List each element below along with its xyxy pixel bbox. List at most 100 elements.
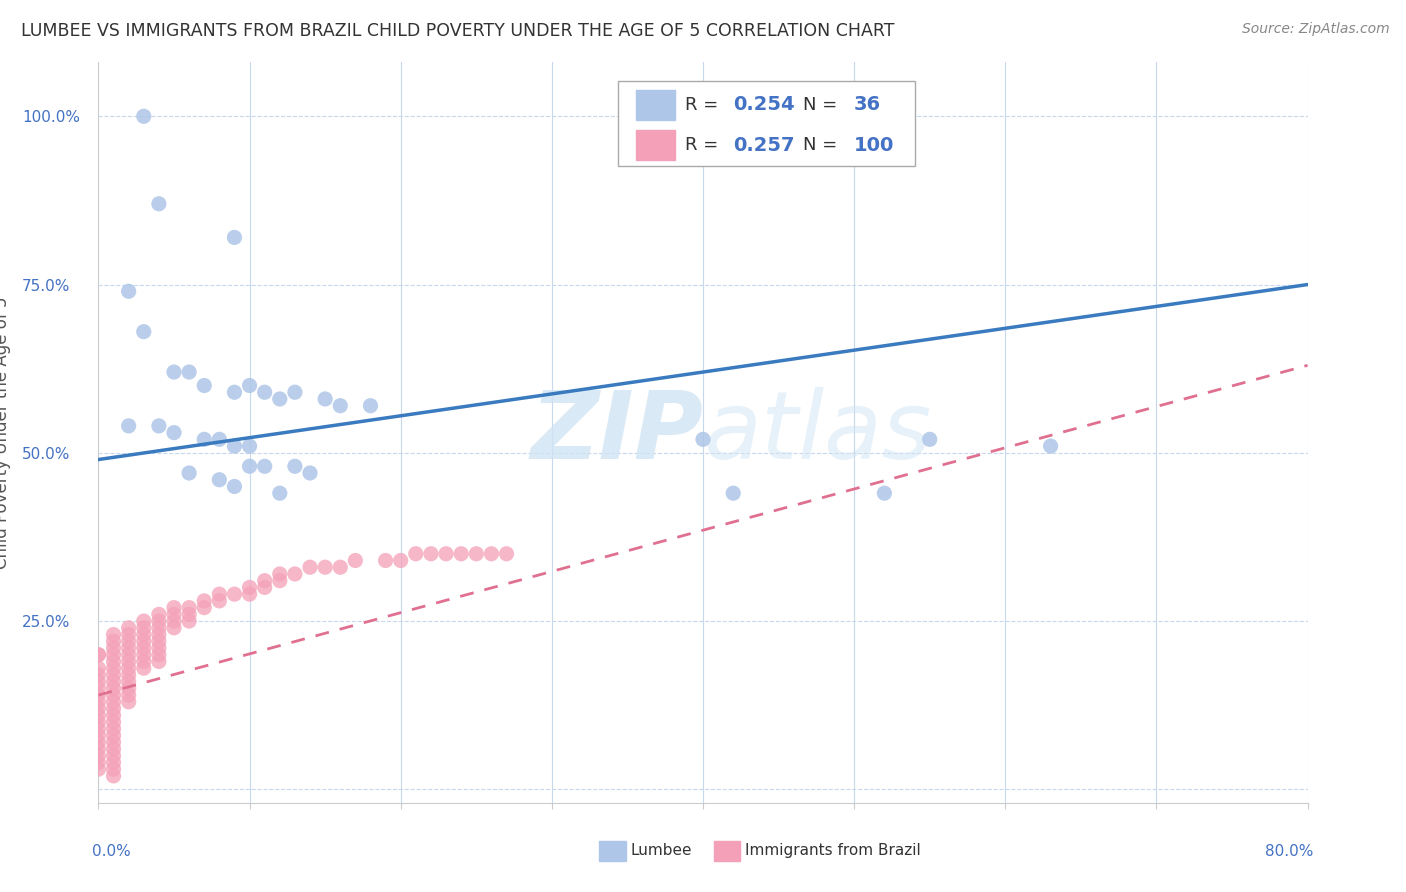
Point [87,762,110,776]
Point [299,466,322,480]
Point [118,634,141,648]
Point [103,688,125,702]
Point [163,600,186,615]
Point [118,627,141,641]
Point [148,648,170,662]
Point [253,581,276,595]
Point [253,459,276,474]
Point [103,756,125,770]
Point [118,695,141,709]
Point [163,614,186,628]
Point [87,648,110,662]
Point [103,634,125,648]
Point [103,655,125,669]
Point [103,627,125,641]
Text: 0.257: 0.257 [734,136,794,155]
Point [208,473,231,487]
Point [224,385,246,400]
Point [420,547,443,561]
Point [239,459,262,474]
Point [87,701,110,715]
Point [179,365,201,379]
FancyBboxPatch shape [637,90,675,120]
Point [132,634,155,648]
Point [193,378,215,392]
Point [148,634,170,648]
Text: ZIP: ZIP [530,386,703,479]
Point [132,648,155,662]
Point [148,614,170,628]
Point [132,627,155,641]
Text: Lumbee: Lumbee [630,844,692,858]
Point [103,701,125,715]
Text: R =: R = [685,95,724,114]
Point [389,553,412,567]
FancyBboxPatch shape [599,840,626,862]
Point [103,742,125,756]
Point [103,729,125,743]
Point [103,674,125,689]
Point [208,587,231,601]
Point [87,695,110,709]
Point [723,486,745,500]
Point [405,547,427,561]
Text: atlas: atlas [703,387,931,478]
Point [118,621,141,635]
Point [87,742,110,756]
Point [87,722,110,736]
Point [132,640,155,655]
Point [179,614,201,628]
Point [918,433,941,447]
Point [692,433,714,447]
Point [148,655,170,669]
Point [179,600,201,615]
Point [87,661,110,675]
Point [193,594,215,608]
Point [224,439,246,453]
Point [284,566,307,581]
Point [148,621,170,635]
Point [208,433,231,447]
Point [103,708,125,723]
Point [118,640,141,655]
Point [118,661,141,675]
Point [132,661,155,675]
Point [163,607,186,622]
Point [148,196,170,211]
Point [87,674,110,689]
Point [87,748,110,763]
Point [118,668,141,682]
Text: 0.254: 0.254 [734,95,794,114]
Text: N =: N = [803,95,844,114]
Point [132,621,155,635]
Point [481,547,503,561]
Point [179,607,201,622]
Point [103,769,125,783]
Point [269,566,291,581]
Point [87,708,110,723]
Point [103,735,125,749]
Point [103,648,125,662]
Point [118,674,141,689]
Point [224,587,246,601]
Point [87,668,110,682]
Text: 100: 100 [855,136,894,155]
Text: N =: N = [803,136,844,154]
Text: 0.0%: 0.0% [93,844,131,858]
Y-axis label: Child Poverty Under the Age of 5: Child Poverty Under the Age of 5 [0,296,11,569]
Point [269,392,291,406]
Point [148,627,170,641]
Point [269,486,291,500]
Point [103,695,125,709]
Point [87,648,110,662]
Point [87,681,110,696]
Point [314,392,336,406]
Point [118,655,141,669]
Text: R =: R = [685,136,724,154]
Point [873,486,896,500]
Point [118,418,141,433]
Point [495,547,517,561]
Point [118,688,141,702]
Point [434,547,457,561]
Point [103,661,125,675]
